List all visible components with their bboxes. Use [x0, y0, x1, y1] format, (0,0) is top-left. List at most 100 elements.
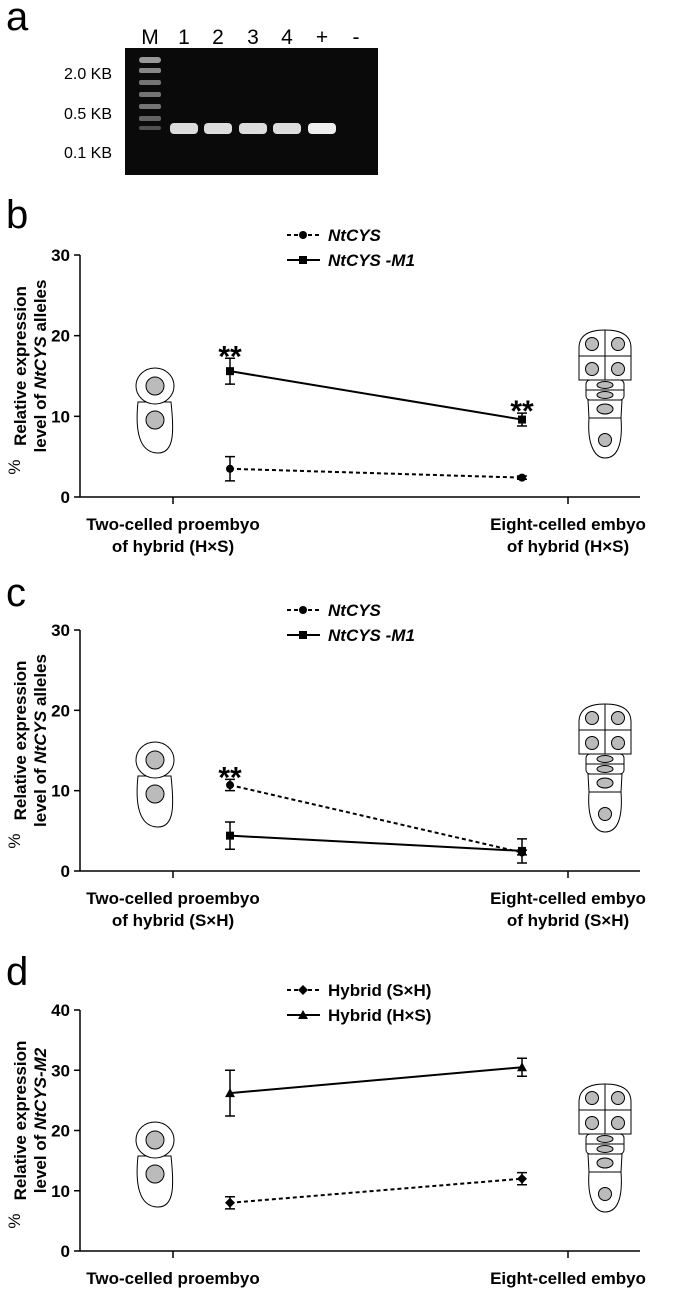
nucleus — [598, 807, 612, 821]
panel-letter: a — [6, 0, 29, 39]
series-line — [229, 834, 523, 852]
x-tick-label: Eight-celled embyo — [490, 889, 646, 908]
series-line — [229, 370, 523, 421]
size-label: 0.5 KB — [64, 106, 112, 123]
nucleus — [611, 337, 625, 351]
lane-label: - — [353, 26, 360, 49]
point — [226, 831, 234, 840]
x-tick-sublabel: of hybrid (S×H) — [112, 911, 234, 930]
y-axis-label-part: level of — [31, 764, 50, 827]
nucleus — [585, 711, 599, 725]
x-tick-label: Eight-celled embyo — [490, 1269, 646, 1288]
y-tick-label: 0 — [61, 488, 70, 507]
legend-marker — [298, 985, 308, 995]
legend-marker — [299, 231, 307, 239]
nucleus — [145, 376, 165, 396]
y-axis-label: level of NtCYS alleles — [31, 280, 50, 453]
nucleus — [585, 337, 599, 351]
nucleus — [611, 711, 625, 725]
y-tick-label: 10 — [51, 782, 70, 801]
legend-label: Hybrid (S×H) — [328, 981, 431, 1000]
y-axis-label: level of NtCYS alleles — [31, 654, 50, 827]
series-line — [229, 1177, 523, 1204]
legend-label: NtCYS -M1 — [328, 626, 415, 645]
y-axis-label: level of NtCYS-M2 — [31, 1047, 50, 1193]
legend-label: Hybrid (H×S) — [328, 1006, 431, 1025]
annotation: ** — [510, 395, 534, 428]
y-axis-label-part: level of — [31, 1130, 50, 1193]
two-cell-illustration — [135, 741, 175, 828]
legend-label: NtCYS -M1 — [328, 251, 415, 270]
y-axis-label-part: NtCYS — [31, 336, 50, 390]
nucleus — [611, 736, 625, 750]
x-tick-label: Two-celled proembyo — [86, 1269, 260, 1288]
nucleus — [145, 410, 165, 430]
annotation: ** — [218, 340, 242, 373]
y-tick-label: 20 — [51, 701, 70, 720]
nucleus — [585, 362, 599, 376]
nucleus — [145, 750, 165, 770]
nucleus — [596, 777, 614, 789]
nucleus — [145, 1164, 165, 1184]
y-axis-unit: % — [5, 459, 24, 474]
x-tick-label: Two-celled proembyo — [86, 889, 260, 908]
nucleus — [596, 755, 614, 763]
two-cell-illustration — [135, 1121, 175, 1208]
y-tick-label: 0 — [61, 1242, 70, 1261]
nucleus — [596, 403, 614, 415]
lane-label: + — [316, 26, 328, 49]
lane-label: 1 — [178, 26, 190, 49]
nucleus — [585, 1091, 599, 1105]
legend-marker — [299, 606, 307, 614]
point — [518, 473, 526, 482]
legend-marker — [298, 1010, 308, 1019]
y-tick-label: 10 — [51, 1182, 70, 1201]
y-tick-label: 20 — [51, 1122, 70, 1141]
point — [225, 1197, 235, 1208]
y-axis-label: Relative expression — [11, 1041, 30, 1201]
y-axis-label: Relative expression — [11, 286, 30, 446]
nucleus — [596, 391, 614, 399]
nucleus — [598, 1187, 612, 1201]
legend-marker — [299, 256, 307, 264]
eight-cell-illustration — [578, 703, 632, 833]
gel-image — [125, 48, 378, 175]
nucleus — [145, 1130, 165, 1150]
panel-letter: b — [6, 193, 28, 237]
nucleus — [585, 736, 599, 750]
two-cell-illustration — [135, 367, 175, 454]
legend-marker — [299, 631, 307, 639]
eight-cell-illustration — [578, 1083, 632, 1213]
lane-label: 2 — [212, 26, 224, 49]
y-tick-label: 20 — [51, 327, 70, 346]
nucleus — [611, 1091, 625, 1105]
legend-label: NtCYS — [328, 601, 382, 620]
y-tick-label: 30 — [51, 1061, 70, 1080]
eight-cell-illustration — [578, 329, 632, 459]
y-axis-label-part: Relative expression — [11, 286, 30, 446]
y-tick-label: 0 — [61, 862, 70, 881]
lane-label: 4 — [281, 26, 293, 49]
size-label: 2.0 KB — [64, 66, 112, 83]
panel-letter: c — [6, 571, 26, 615]
y-axis-label-part: alleles — [31, 280, 50, 337]
x-tick-sublabel: of hybrid (H×S) — [507, 537, 629, 556]
point — [518, 846, 526, 855]
nucleus — [598, 433, 612, 447]
point — [226, 464, 234, 473]
y-axis-unit: % — [5, 833, 24, 848]
point — [517, 1173, 527, 1184]
nucleus — [585, 1116, 599, 1130]
y-axis-unit: % — [5, 1213, 24, 1228]
point — [226, 367, 234, 376]
nucleus — [145, 784, 165, 804]
nucleus — [596, 765, 614, 773]
nucleus — [611, 1116, 625, 1130]
legend-label: NtCYS — [328, 226, 382, 245]
y-tick-label: 30 — [51, 621, 70, 640]
x-tick-label: Two-celled proembyo — [86, 515, 260, 534]
y-axis-label-part: NtCYS — [31, 710, 50, 764]
nucleus — [611, 362, 625, 376]
y-axis-label-part: Relative expression — [11, 1041, 30, 1201]
